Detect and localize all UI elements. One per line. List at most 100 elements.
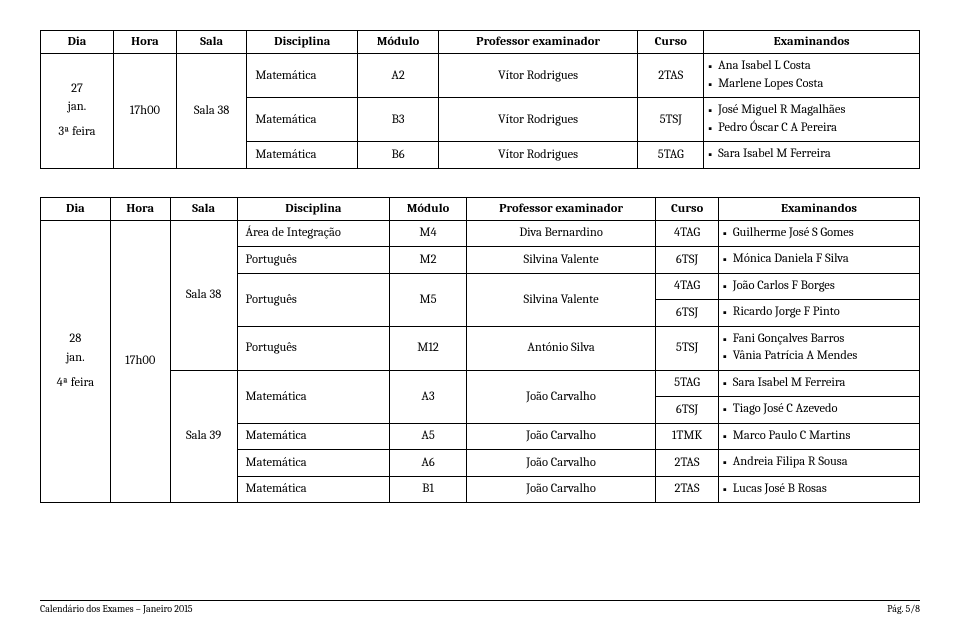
curso: 2TAS xyxy=(656,476,719,503)
schedule-table-2: Dia Hora Sala Disciplina Módulo Professo… xyxy=(40,197,920,504)
modulo: B6 xyxy=(358,142,439,169)
dia-weekday: 4ª feira xyxy=(47,374,104,393)
disciplina: Matemática xyxy=(237,370,390,423)
exam-cell: ▪Ricardo Jorge F Pinto xyxy=(718,300,919,327)
curso: 1TMK xyxy=(656,423,719,450)
footer-right: Pág. 5/8 xyxy=(887,603,920,615)
exam-cell: ▪Ana Isabel L Costa ▪Marlene Lopes Costa xyxy=(704,54,920,98)
exam-cell: ▪José Miguel R Magalhães ▪Pedro Óscar C … xyxy=(704,98,920,142)
h-modulo: Módulo xyxy=(358,31,439,54)
modulo: M2 xyxy=(390,247,467,274)
modulo: B1 xyxy=(390,476,467,503)
dia-cell: 27 jan. 3ª feira xyxy=(41,54,114,169)
header-row: Dia Hora Sala Disciplina Módulo Professo… xyxy=(41,31,920,54)
h-hora: Hora xyxy=(113,31,176,54)
dia-month: jan. xyxy=(47,98,107,117)
exam-name: Tiago José C Azevedo xyxy=(733,401,838,419)
exam-name: Mónica Daniela F Silva xyxy=(733,251,849,269)
h-hora: Hora xyxy=(110,197,170,220)
exam-name: Lucas José B Rosas xyxy=(733,481,827,499)
h-sala: Sala xyxy=(170,197,237,220)
sala-cell: Sala 39 xyxy=(170,370,237,503)
footer: Calendário dos Exames – Janeiro 2015 Pág… xyxy=(40,600,920,615)
exam-name: Ana Isabel L Costa xyxy=(718,58,811,76)
exam-cell: ▪Andreia Filipa R Sousa xyxy=(718,450,919,477)
h-exam: Examinandos xyxy=(704,31,920,54)
dia-day: 28 xyxy=(47,330,104,349)
table-row: Sala 39 Matemática A3 João Carvalho 5TAG… xyxy=(41,370,920,397)
prof: Diva Bernardino xyxy=(466,220,655,247)
h-disciplina: Disciplina xyxy=(237,197,390,220)
curso: 6TSJ xyxy=(656,247,719,274)
exam-name: Pedro Óscar C A Pereira xyxy=(718,120,837,138)
modulo: B3 xyxy=(358,98,439,142)
modulo: M12 xyxy=(390,326,467,370)
curso: 6TSJ xyxy=(656,300,719,327)
exam-name: Sara Isabel M Ferreira xyxy=(733,375,846,393)
sala-cell: Sala 38 xyxy=(176,54,246,169)
prof: Vítor Rodrigues xyxy=(438,98,637,142)
h-exam: Examinandos xyxy=(718,197,919,220)
prof: Vítor Rodrigues xyxy=(438,54,637,98)
exam-name: Guilherme José S Gomes xyxy=(733,225,854,243)
curso: 2TAS xyxy=(638,54,704,98)
prof: João Carvalho xyxy=(466,476,655,503)
dia-month: jan. xyxy=(47,349,104,368)
curso: 5TAG xyxy=(656,370,719,397)
curso: 4TAG xyxy=(656,273,719,300)
exam-cell: ▪Tiago José C Azevedo xyxy=(718,397,919,424)
exam-cell: ▪Guilherme José S Gomes xyxy=(718,220,919,247)
curso: 5TSJ xyxy=(656,326,719,370)
curso: 4TAG xyxy=(656,220,719,247)
dia-day: 27 xyxy=(47,80,107,99)
exam-name: Sara Isabel M Ferreira xyxy=(718,146,831,164)
exam-cell: ▪Sara Isabel M Ferreira xyxy=(718,370,919,397)
modulo: M4 xyxy=(390,220,467,247)
h-dia: Dia xyxy=(41,31,114,54)
disciplina: Matemática xyxy=(237,450,390,477)
prof: João Carvalho xyxy=(466,423,655,450)
exam-name: Vânia Patrícia A Mendes xyxy=(733,348,857,366)
disciplina: Português xyxy=(237,273,390,326)
prof: João Carvalho xyxy=(466,370,655,423)
dia-cell: 28 jan. 4ª feira xyxy=(41,220,111,503)
schedule-table-1: Dia Hora Sala Disciplina Módulo Professo… xyxy=(40,30,920,169)
h-dia: Dia xyxy=(41,197,111,220)
disciplina: Português xyxy=(237,247,390,274)
h-modulo: Módulo xyxy=(390,197,467,220)
exam-cell: ▪Sara Isabel M Ferreira xyxy=(704,142,920,169)
disciplina: Matemática xyxy=(247,98,358,142)
h-prof: Professor examinador xyxy=(466,197,655,220)
exam-cell: ▪Mónica Daniela F Silva xyxy=(718,247,919,274)
disciplina: Matemática xyxy=(247,54,358,98)
modulo: A2 xyxy=(358,54,439,98)
modulo: M5 xyxy=(390,273,467,326)
exam-cell: ▪João Carlos F Borges xyxy=(718,273,919,300)
h-sala: Sala xyxy=(176,31,246,54)
prof: Vítor Rodrigues xyxy=(438,142,637,169)
hora-cell: 17h00 xyxy=(113,54,176,169)
exam-name: José Miguel R Magalhães xyxy=(718,102,845,120)
exam-cell: ▪Marco Paulo C Martins xyxy=(718,423,919,450)
exam-name: Ricardo Jorge F Pinto xyxy=(733,304,840,322)
disciplina: Português xyxy=(237,326,390,370)
curso: 5TSJ xyxy=(638,98,704,142)
exam-name: Fani Gonçalves Barros xyxy=(733,331,845,349)
footer-left: Calendário dos Exames – Janeiro 2015 xyxy=(40,603,193,615)
h-prof: Professor examinador xyxy=(438,31,637,54)
exam-cell: ▪Fani Gonçalves Barros ▪Vânia Patrícia A… xyxy=(718,326,919,370)
disciplina: Matemática xyxy=(237,476,390,503)
modulo: A3 xyxy=(390,370,467,423)
h-disciplina: Disciplina xyxy=(247,31,358,54)
prof: António Silva xyxy=(466,326,655,370)
modulo: A6 xyxy=(390,450,467,477)
exam-name: João Carlos F Borges xyxy=(733,278,835,296)
modulo: A5 xyxy=(390,423,467,450)
exam-cell: ▪Lucas José B Rosas xyxy=(718,476,919,503)
table-row: 28 jan. 4ª feira 17h00 Sala 38 Área de I… xyxy=(41,220,920,247)
disciplina: Matemática xyxy=(237,423,390,450)
table-row: 27 jan. 3ª feira 17h00 Sala 38 Matemátic… xyxy=(41,54,920,98)
disciplina: Área de Integração xyxy=(237,220,390,247)
disciplina: Matemática xyxy=(247,142,358,169)
exam-name: Marco Paulo C Martins xyxy=(733,428,851,446)
